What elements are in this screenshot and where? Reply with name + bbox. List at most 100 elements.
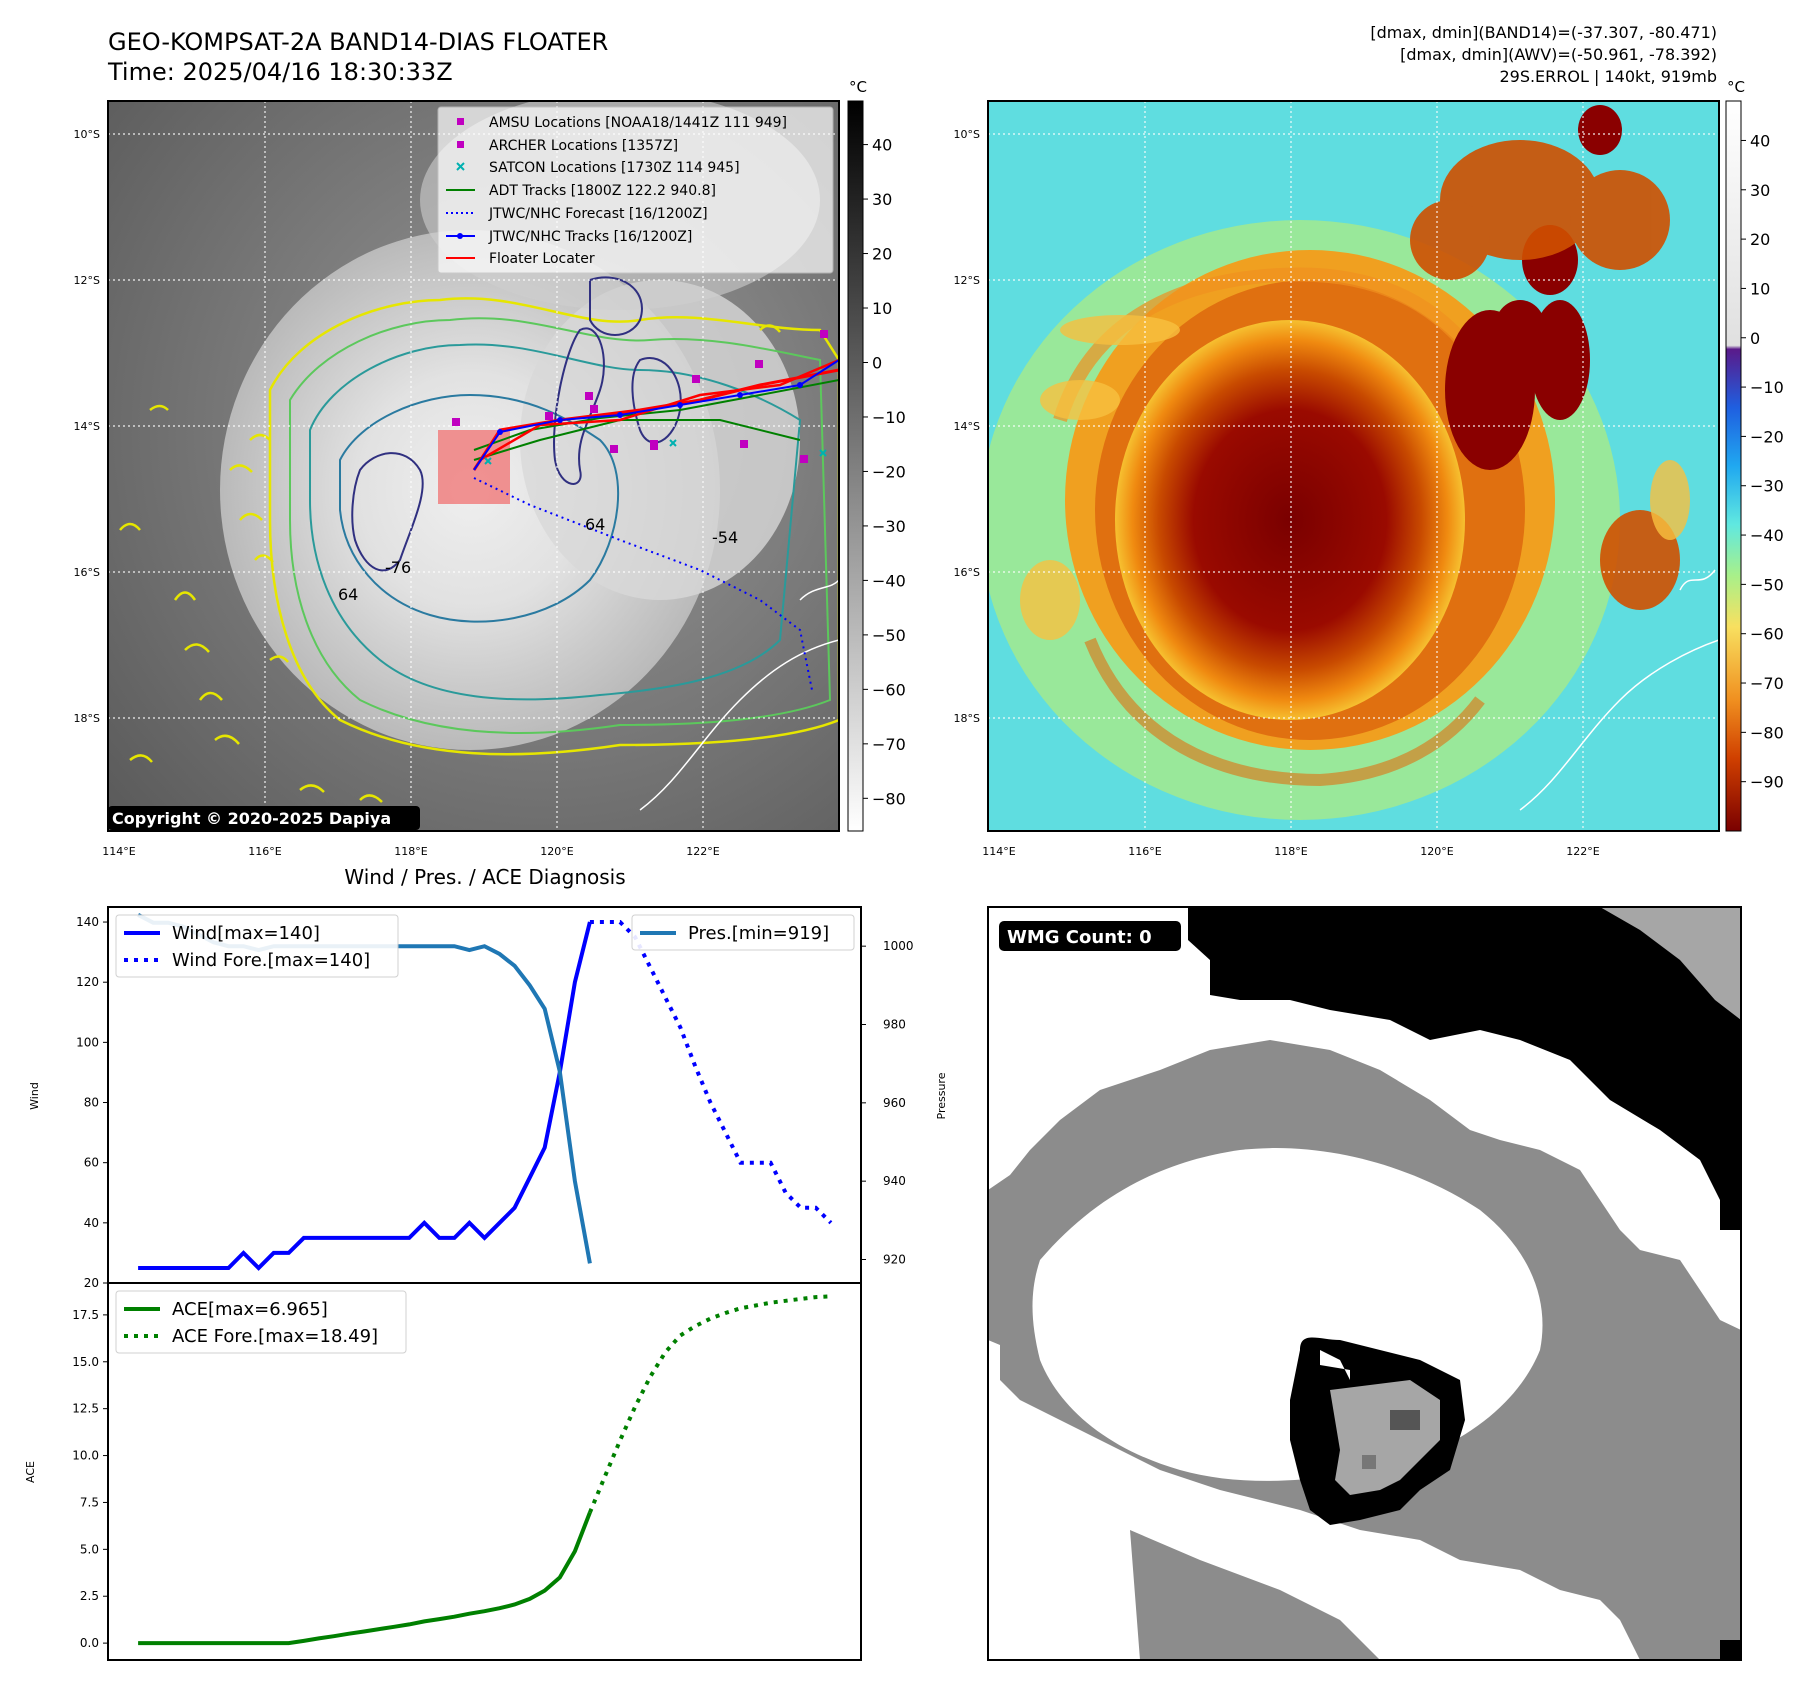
legend-box — [115, 914, 399, 978]
color-colorbar-tick-label: 30 — [1750, 181, 1770, 200]
y-tick-label: 2.5 — [80, 1589, 99, 1603]
info-line-3: 29S.ERROL | 140kt, 919mb — [1499, 67, 1717, 86]
color-colorbar-tick-label: −20 — [1750, 427, 1784, 446]
y-tick-label: 60 — [84, 1156, 99, 1170]
r-lon-label-122e: 122°E — [1566, 845, 1599, 858]
color-colorbar-tick-label: −10 — [1750, 378, 1784, 397]
title-line-2: Time: 2025/04/16 18:30:33Z — [107, 58, 453, 86]
legend-label: ACE Fore.[max=18.49] — [172, 1326, 378, 1347]
y-tick-label: 100 — [76, 1035, 99, 1049]
gray-colorbar-tick-label: 0 — [872, 353, 882, 372]
y2-tick-label: 940 — [883, 1174, 906, 1188]
info-line-2: [dmax, dmin](AWV)=(-50.961, -78.392) — [1400, 45, 1717, 64]
color-colorbar-tick-label: −30 — [1750, 477, 1784, 496]
series-line-1 — [589, 920, 833, 1225]
gray-colorbar-tick-label: −50 — [872, 626, 906, 645]
contour-label-3: 64 — [585, 515, 605, 534]
y-tick-label: 17.5 — [72, 1308, 99, 1322]
lat-label-18s: 18°S — [74, 712, 100, 725]
colorbar-gray — [847, 100, 864, 832]
lat-label-14s: 14°S — [74, 420, 100, 433]
awv-color-map — [988, 101, 1719, 831]
legend-label-adt: ADT Tracks [1800Z 122.2 940.8] — [489, 183, 716, 199]
color-colorbar-tick-label: −70 — [1750, 674, 1784, 693]
legend-label: ACE[max=6.965] — [172, 1299, 328, 1320]
legend-marker-satcon — [456, 162, 465, 171]
info-line-1: [dmax, dmin](BAND14)=(-37.307, -80.471) — [1370, 23, 1717, 42]
wind-pressure-chart: 20 40 60 80 100 120 140 920 940 960 980 1000 Wind[ma… — [76, 906, 914, 1290]
color-colorbar-tick-label: −90 — [1750, 773, 1784, 792]
r-lat-label-10s: 10°S — [954, 128, 980, 141]
lon-label-122e: 122°E — [686, 845, 719, 858]
contour-label-1: -76 — [385, 558, 411, 577]
gray-colorbar-tick-label: −10 — [872, 408, 906, 427]
r-lon-label-120e: 120°E — [1420, 845, 1453, 858]
map-legend: AMSU Locations [NOAA18/1441Z 111 949] AR… — [437, 106, 834, 274]
wmg-classification-panel — [988, 907, 1741, 1660]
legend-box — [115, 1290, 407, 1354]
gray-colorbar-tick-label: −20 — [872, 462, 906, 481]
y2-tick-label: 980 — [883, 1018, 906, 1032]
lon-label-120e: 120°E — [540, 845, 573, 858]
color-colorbar-tick-label: −50 — [1750, 575, 1784, 594]
lon-label-116e: 116°E — [248, 845, 281, 858]
legend-label-satcon: SATCON Locations [1730Z 114 945] — [489, 160, 740, 176]
colorbar-color-unit: °C — [1727, 78, 1745, 96]
color-colorbar-tick-label: 20 — [1750, 230, 1770, 249]
copyright-text: Copyright © 2020-2025 Dapiya — [112, 809, 391, 828]
legend-label-floater: Floater Locater — [489, 251, 595, 267]
gray-colorbar-tick-label: −60 — [872, 680, 906, 699]
lon-label-118e: 118°E — [394, 845, 427, 858]
y-tick-label: 15.0 — [72, 1355, 99, 1369]
legend-label: Pres.[min=919] — [688, 923, 829, 944]
y-tick-label: 80 — [84, 1096, 99, 1110]
ace-chart: 0.0 2.5 5.0 7.5 10.0 12.5 15.0 17.5 ACE[max=6.96… — [72, 1282, 862, 1661]
diagnosis-title: Wind / Pres. / ACE Diagnosis — [344, 865, 625, 889]
y-tick-label: 120 — [76, 975, 99, 989]
r-lon-label-118e: 118°E — [1274, 845, 1307, 858]
gray-colorbar-tick-label: 20 — [872, 245, 892, 264]
legend-label-jtwc: JTWC/NHC Tracks [16/1200Z] — [488, 229, 692, 245]
y-tick-label: 20 — [84, 1276, 99, 1290]
legend-marker-amsu — [457, 118, 464, 125]
r-lon-label-114e: 114°E — [982, 845, 1015, 858]
contour-label-2: 64 — [338, 585, 358, 604]
gray-colorbar-tick-label: −80 — [872, 789, 906, 808]
gray-colorbar-tick-label: −40 — [872, 571, 906, 590]
legend-box — [631, 914, 855, 951]
pressure-axis-label: Pressure — [935, 1072, 948, 1119]
series-line-0 — [138, 1511, 592, 1646]
y2-tick-label: 1000 — [883, 939, 914, 953]
color-colorbar-tick-label: 40 — [1750, 131, 1770, 150]
color-colorbar-tick-label: −40 — [1750, 526, 1784, 545]
lat-label-10s: 10°S — [74, 128, 100, 141]
copyright-badge — [108, 806, 420, 830]
wind-axis-label: Wind — [28, 1082, 41, 1110]
gray-colorbar-tick-label: −70 — [872, 735, 906, 754]
wmg-count-text: WMG Count: 0 — [1007, 927, 1152, 948]
gray-colorbar-tick-label: −30 — [872, 517, 906, 536]
series-line-0 — [138, 921, 592, 1271]
color-colorbar-tick-label: −80 — [1750, 723, 1784, 742]
legend-label-forecast: JTWC/NHC Forecast [16/1200Z] — [488, 206, 708, 222]
r-lat-label-16s: 16°S — [954, 566, 980, 579]
y2-tick-label: 920 — [883, 1253, 906, 1267]
colorbar-color — [1725, 100, 1742, 832]
r-lat-label-18s: 18°S — [954, 712, 980, 725]
legend-marker-archer — [457, 141, 464, 148]
y2-tick-label: 960 — [883, 1096, 906, 1110]
y-tick-label: 12.5 — [72, 1402, 99, 1416]
lon-label-114e: 114°E — [102, 845, 135, 858]
contour-label-4: -54 — [712, 528, 738, 547]
lat-label-12s: 12°S — [74, 274, 100, 287]
legend-label: Wind Fore.[max=140] — [172, 950, 370, 971]
r-lat-label-12s: 12°S — [954, 274, 980, 287]
y-tick-label: 7.5 — [80, 1495, 99, 1509]
r-lon-label-116e: 116°E — [1128, 845, 1161, 858]
color-colorbar-tick-label: 10 — [1750, 279, 1770, 298]
gray-colorbar-tick-label: 40 — [872, 136, 892, 155]
lat-label-16s: 16°S — [74, 566, 100, 579]
ace-axis-label: ACE — [24, 1461, 37, 1483]
legend-label: Wind[max=140] — [172, 923, 320, 944]
